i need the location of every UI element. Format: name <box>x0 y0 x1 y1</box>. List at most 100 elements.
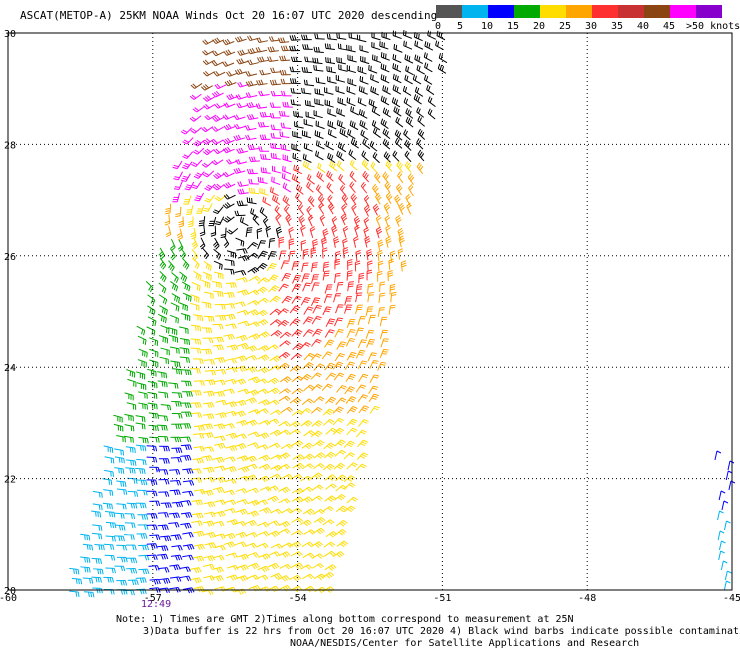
wind-barb <box>247 442 259 448</box>
wind-barb <box>289 35 301 41</box>
wind-barb <box>332 361 344 370</box>
wind-barb <box>267 56 279 62</box>
wind-barb <box>268 36 281 42</box>
wind-barb <box>223 456 236 462</box>
wind-barb <box>403 129 411 141</box>
wind-barb <box>124 392 134 401</box>
wind-barb <box>168 327 178 336</box>
wind-barb <box>311 282 320 292</box>
wind-barb <box>147 380 158 389</box>
wind-barb <box>103 445 114 453</box>
wind-barb <box>181 313 191 322</box>
wind-barb <box>171 272 179 284</box>
wind-barb <box>314 98 324 107</box>
wind-barb <box>212 566 224 573</box>
wind-barb <box>270 409 282 416</box>
wind-barb <box>392 84 402 95</box>
wind-barb <box>255 46 268 53</box>
wind-barb <box>180 127 193 135</box>
wind-barb <box>170 479 182 486</box>
wind-barb <box>246 102 259 109</box>
wind-barb <box>322 506 334 513</box>
wind-barb <box>180 512 193 519</box>
wind-barb <box>336 341 347 350</box>
wind-barb <box>137 335 147 345</box>
wind-barb <box>358 272 365 284</box>
wind-barb <box>212 486 225 494</box>
wind-barb <box>190 390 202 396</box>
wind-barb <box>377 270 383 282</box>
legend-swatch <box>592 5 618 18</box>
wind-barb <box>333 317 344 327</box>
wind-barb <box>336 281 344 292</box>
wind-barb <box>158 478 170 485</box>
wind-barb <box>300 475 313 482</box>
wind-barb <box>245 345 258 352</box>
wind-barb <box>114 524 126 531</box>
wind-barb <box>201 126 214 133</box>
wind-barb <box>146 513 158 519</box>
wind-barb <box>302 282 312 292</box>
wind-barb <box>334 328 344 338</box>
wind-barb <box>157 524 169 531</box>
wind-barb <box>80 533 91 541</box>
wind-barb <box>237 181 249 187</box>
wind-barb <box>336 540 349 548</box>
wind-barb <box>71 577 83 585</box>
wind-barb <box>372 203 380 216</box>
wind-barb <box>311 495 323 502</box>
wind-barb <box>135 422 146 430</box>
legend-swatch <box>670 5 696 18</box>
wind-barb <box>259 187 269 196</box>
wind-barb <box>222 61 235 67</box>
legend-swatch <box>644 5 670 18</box>
wind-barb <box>289 66 301 73</box>
wind-barb <box>212 115 225 122</box>
wind-barb <box>281 172 291 182</box>
wind-barb <box>224 478 237 485</box>
wind-barb <box>193 171 205 179</box>
wind-barb <box>212 206 224 215</box>
wind-barb <box>215 315 227 321</box>
wind-barb <box>313 452 326 459</box>
wind-barb <box>190 294 200 303</box>
wind-barb <box>169 576 182 582</box>
wind-barb <box>202 170 215 178</box>
wind-barb <box>333 462 346 470</box>
wind-barb <box>192 457 204 464</box>
wind-barb <box>267 399 280 406</box>
wind-barb <box>350 193 358 206</box>
wind-barb <box>327 129 337 139</box>
legend-swatch <box>696 5 722 18</box>
wind-barb <box>281 90 292 97</box>
wind-barb <box>369 374 380 384</box>
wind-barb <box>338 173 346 186</box>
wind-barb <box>314 130 324 140</box>
wind-barb <box>349 120 359 131</box>
wind-barb <box>182 151 194 160</box>
wind-barb <box>105 521 117 529</box>
wind-barb <box>236 277 248 283</box>
wind-barb <box>717 510 724 521</box>
wind-barb <box>267 562 280 570</box>
wind-barb <box>349 170 357 183</box>
wind-barb <box>324 99 334 108</box>
wind-barb <box>225 367 238 373</box>
wind-barb <box>224 313 236 320</box>
wind-barb <box>375 192 382 205</box>
wind-barb <box>214 510 226 518</box>
legend-label: 45 <box>663 21 676 32</box>
wind-barb <box>367 283 374 294</box>
wind-barb <box>69 590 80 597</box>
wind-barb <box>105 567 116 574</box>
wind-barb <box>267 274 279 283</box>
wind-barb <box>257 354 270 361</box>
wind-barb <box>278 236 285 248</box>
wind-barb <box>245 366 258 373</box>
wind-barb <box>182 532 194 538</box>
wind-barb <box>324 284 333 294</box>
wind-barb <box>281 542 294 548</box>
wind-barb <box>347 129 356 140</box>
wind-barb <box>175 206 182 218</box>
wind-barb <box>397 248 404 260</box>
